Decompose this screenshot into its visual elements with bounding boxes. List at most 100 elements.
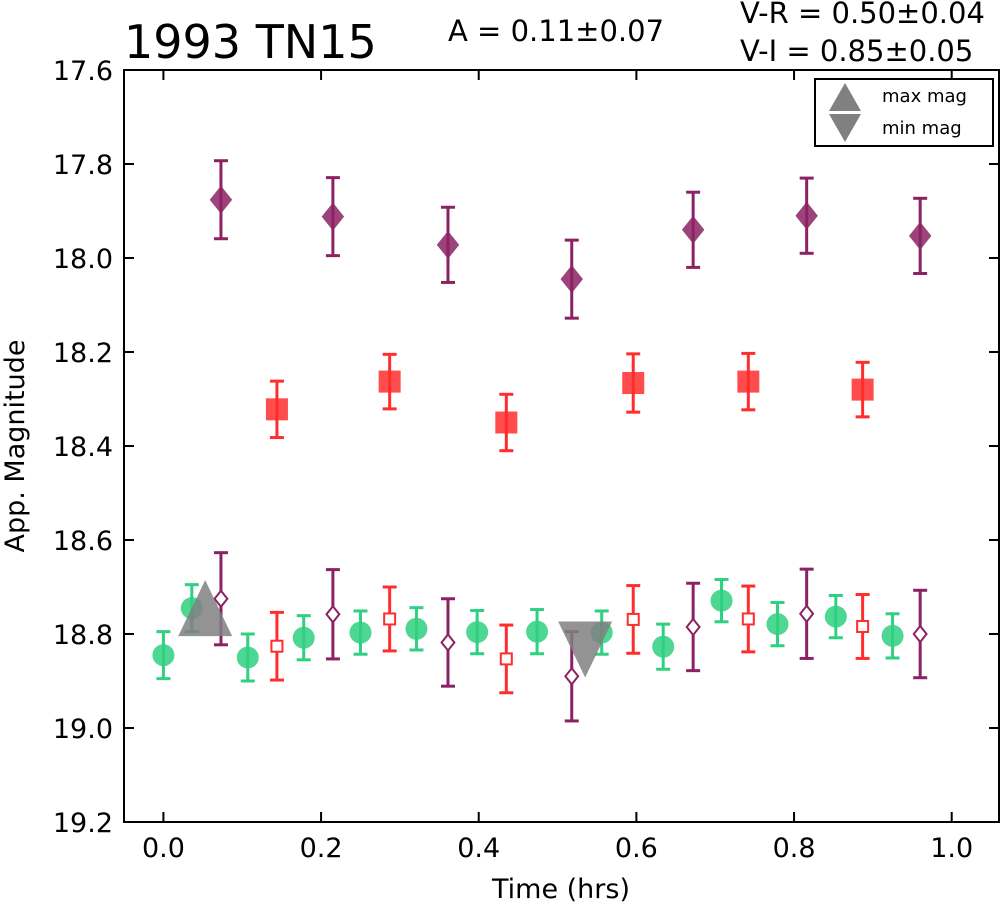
diamond-marker bbox=[213, 589, 229, 609]
data-point-s3-1 bbox=[382, 585, 397, 653]
diamond-marker bbox=[908, 221, 932, 250]
circle-marker bbox=[710, 589, 733, 612]
circle-marker bbox=[405, 617, 428, 640]
legend-max-mag-marker bbox=[829, 83, 861, 111]
x-tick-label: 0.8 bbox=[773, 833, 816, 864]
square-marker bbox=[495, 411, 518, 434]
v-i-color-annotation: V-I = 0.85±0.05 bbox=[740, 34, 973, 68]
data-point-s1-1 bbox=[378, 352, 401, 411]
data-point-s0-3 bbox=[560, 238, 583, 320]
diamond-marker bbox=[795, 201, 818, 230]
x-tick-label: 1.0 bbox=[930, 833, 973, 864]
square-marker bbox=[383, 612, 397, 626]
legend: max mag min mag bbox=[814, 78, 994, 147]
y-tick-label: 17.8 bbox=[53, 150, 113, 181]
max-mag-marker bbox=[178, 580, 233, 637]
data-point-s2-2 bbox=[236, 632, 259, 683]
diamond-marker bbox=[798, 604, 815, 624]
square-marker bbox=[851, 378, 874, 401]
circle-marker bbox=[236, 646, 259, 669]
diamond-marker bbox=[685, 617, 701, 637]
y-tick-label: 18.0 bbox=[53, 244, 113, 275]
circle-marker bbox=[766, 613, 789, 636]
data-point-s2-9 bbox=[652, 622, 675, 671]
x-tick-label: 0.2 bbox=[300, 833, 343, 864]
y-tick-label: 19.0 bbox=[53, 714, 113, 745]
diamond-marker bbox=[560, 265, 583, 294]
square-marker bbox=[737, 370, 760, 393]
x-tick-label: 0.4 bbox=[457, 833, 500, 864]
x-axis-label: Time (hrs) bbox=[491, 874, 630, 904]
data-point-s3-3 bbox=[626, 584, 641, 655]
square-marker bbox=[378, 370, 401, 393]
circle-marker bbox=[526, 620, 549, 643]
square-marker bbox=[741, 612, 755, 626]
square-marker bbox=[499, 652, 513, 666]
v-r-color-annotation: V-R = 0.50±0.04 bbox=[740, 0, 985, 30]
circle-marker bbox=[152, 644, 175, 667]
y-tick-label: 18.6 bbox=[53, 526, 113, 557]
legend-max-mag-label: max mag bbox=[882, 86, 967, 107]
y-tick-label: 18.2 bbox=[53, 338, 113, 369]
data-point-s4-6 bbox=[912, 588, 928, 680]
data-point-s4-1 bbox=[325, 568, 341, 661]
data-point-s2-5 bbox=[405, 606, 428, 652]
data-point-s2-11 bbox=[766, 601, 789, 648]
data-point-s0-1 bbox=[321, 176, 345, 258]
data-point-s3-5 bbox=[855, 593, 870, 660]
data-point-s2-10 bbox=[710, 577, 733, 624]
diamond-marker bbox=[681, 215, 705, 244]
data-point-s1-5 bbox=[851, 360, 874, 419]
data-point-s3-4 bbox=[741, 584, 756, 654]
square-marker bbox=[626, 612, 640, 626]
data-point-s3-0 bbox=[269, 610, 284, 682]
legend-min-mag-marker bbox=[829, 114, 861, 142]
y-tick-label: 17.6 bbox=[53, 56, 113, 87]
data-point-s4-4 bbox=[685, 581, 701, 673]
diamond-marker bbox=[209, 185, 233, 214]
axes: 0.0 0.2 0.4 0.6 0.8 1.0 17.6 17.8 18.0 18.2 18.4 18… bbox=[53, 56, 999, 864]
diamond-marker bbox=[440, 632, 456, 653]
chart-title: 1993 TN15 bbox=[124, 15, 377, 69]
circle-marker bbox=[466, 621, 489, 644]
diamond-marker bbox=[325, 604, 341, 624]
diamond-marker bbox=[564, 666, 580, 686]
data-point-s0-4 bbox=[681, 190, 705, 269]
data-point-s1-4 bbox=[737, 351, 760, 412]
data-point-s2-7 bbox=[526, 608, 549, 656]
data-point-s4-2 bbox=[440, 597, 456, 688]
min-mag-marker bbox=[558, 621, 613, 678]
plot-area bbox=[152, 159, 932, 723]
data-point-s2-3 bbox=[292, 614, 315, 662]
y-axis-label: App. Magnitude bbox=[0, 340, 31, 553]
circle-marker bbox=[292, 626, 315, 649]
amplitude-annotation: A = 0.11±0.07 bbox=[448, 14, 664, 48]
data-point-s2-12 bbox=[824, 593, 847, 640]
legend-min-mag-label: min mag bbox=[882, 118, 962, 139]
data-point-s0-6 bbox=[908, 196, 932, 276]
data-point-s1-2 bbox=[495, 392, 518, 453]
diamond-marker bbox=[321, 202, 345, 231]
circle-marker bbox=[652, 635, 675, 658]
data-point-s1-0 bbox=[265, 379, 288, 440]
square-marker bbox=[622, 372, 645, 395]
y-tick-label: 19.2 bbox=[53, 808, 113, 839]
circle-marker bbox=[824, 605, 847, 628]
square-marker bbox=[265, 398, 288, 421]
data-point-s2-6 bbox=[466, 609, 489, 656]
data-point-s2-13 bbox=[881, 612, 904, 660]
x-tick-label: 0.6 bbox=[615, 833, 658, 864]
circle-marker bbox=[881, 624, 904, 647]
data-point-s0-2 bbox=[436, 205, 460, 284]
data-point-s1-3 bbox=[622, 352, 645, 414]
data-point-s3-2 bbox=[499, 623, 514, 695]
square-marker bbox=[270, 639, 284, 653]
data-point-s4-5 bbox=[798, 567, 815, 660]
data-point-s2-0 bbox=[152, 630, 175, 681]
y-tick-label: 18.4 bbox=[53, 432, 113, 463]
diamond-marker bbox=[436, 230, 460, 259]
data-point-s0-0 bbox=[209, 159, 233, 241]
diamond-marker bbox=[912, 624, 928, 644]
y-tick-label: 18.8 bbox=[53, 620, 113, 651]
circle-marker bbox=[349, 621, 372, 644]
